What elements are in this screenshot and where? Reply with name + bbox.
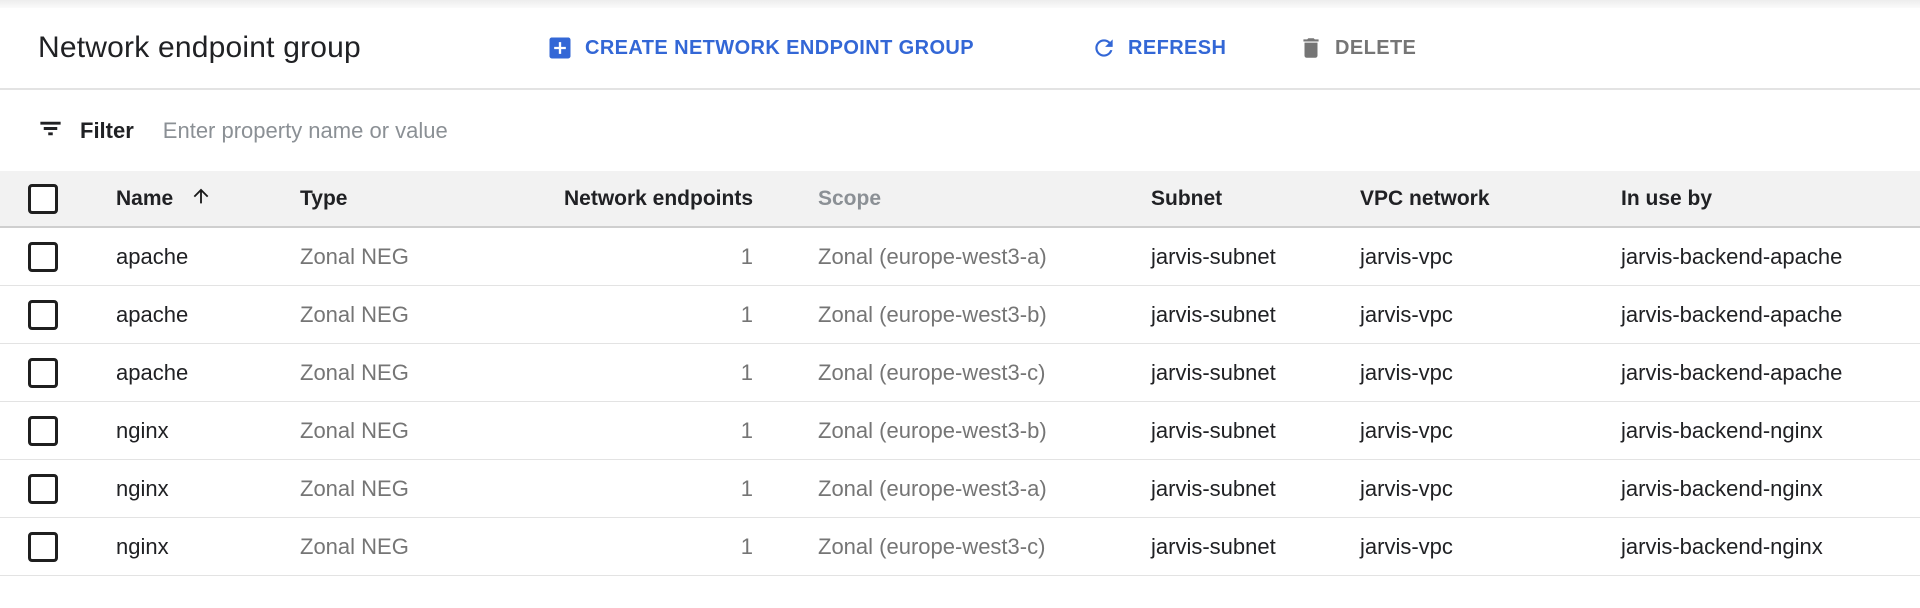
cell-type: Zonal NEG [300,475,409,501]
row-checkbox[interactable] [28,473,58,504]
column-header-in-use-by[interactable]: In use by [1621,186,1713,210]
cell-network-endpoints: 1 [740,301,753,327]
select-all-checkbox[interactable] [28,183,58,214]
table-row: nginx Zonal NEG 1 Zonal (europe-west3-b)… [0,402,1920,460]
arrow-up-icon [190,185,212,213]
cell-name: apache [116,243,189,269]
cell-network-endpoints: 1 [740,475,753,501]
row-checkbox-cell [0,531,116,562]
cell-vpc-network: jarvis-vpc [1360,533,1453,559]
header-checkbox-cell [0,183,116,214]
cell-type: Zonal NEG [300,533,409,559]
table-row: nginx Zonal NEG 1 Zonal (europe-west3-a)… [0,460,1920,518]
row-checkbox[interactable] [28,415,58,446]
create-button-label: CREATE NETWORK ENDPOINT GROUP [585,36,975,59]
column-header-name-label: Name [116,186,174,210]
cell-type: Zonal NEG [300,301,409,327]
row-checkbox-cell [0,473,116,504]
row-checkbox-cell [0,415,116,446]
table-row: apache Zonal NEG 1 Zonal (europe-west3-a… [0,228,1920,286]
row-checkbox[interactable] [28,299,58,330]
cell-name: apache [116,301,189,327]
cell-type: Zonal NEG [300,417,409,443]
table-header-row: Name Type Network endpoints Scope Subnet… [0,171,1920,228]
cell-in-use-by: jarvis-backend-apache [1621,301,1843,327]
cell-vpc-network: jarvis-vpc [1360,243,1453,269]
cell-in-use-by: jarvis-backend-apache [1621,243,1843,269]
cell-in-use-by: jarvis-backend-nginx [1621,475,1823,501]
column-header-subnet[interactable]: Subnet [1151,186,1223,210]
cell-network-endpoints: 1 [740,417,753,443]
cell-network-endpoints: 1 [740,243,753,269]
filter-label: Filter [80,117,134,143]
cell-subnet: jarvis-subnet [1151,301,1276,327]
cell-subnet: jarvis-subnet [1151,359,1276,385]
add-box-icon [546,34,574,62]
cell-type: Zonal NEG [300,359,409,385]
delete-button-label: DELETE [1335,36,1417,59]
filter-bar: Filter [0,90,1920,171]
cell-scope: Zonal (europe-west3-a) [818,243,1047,269]
refresh-button-label: REFRESH [1128,36,1227,59]
column-header-scope: Scope [818,186,882,210]
filter-list-icon [37,115,64,147]
page-title: Network endpoint group [38,31,361,64]
action-bar: Network endpoint group CREATE NETWORK EN… [0,8,1920,90]
cell-vpc-network: jarvis-vpc [1360,475,1453,501]
column-header-vpc-network[interactable]: VPC network [1360,186,1490,210]
cell-type: Zonal NEG [300,243,409,269]
cell-name: nginx [116,475,169,501]
row-checkbox-cell [0,241,116,272]
cell-in-use-by: jarvis-backend-nginx [1621,417,1823,443]
delete-button[interactable]: DELETE [1298,8,1416,88]
cell-in-use-by: jarvis-backend-nginx [1621,533,1823,559]
column-header-network-endpoints[interactable]: Network endpoints [563,186,753,210]
cell-scope: Zonal (europe-west3-a) [818,475,1047,501]
row-checkbox[interactable] [28,531,58,562]
cell-in-use-by: jarvis-backend-apache [1621,359,1843,385]
cell-scope: Zonal (europe-west3-b) [818,301,1047,327]
cell-vpc-network: jarvis-vpc [1360,301,1453,327]
cell-name: nginx [116,417,169,443]
create-network-endpoint-group-button[interactable]: CREATE NETWORK ENDPOINT GROUP [546,8,974,88]
cell-name: nginx [116,533,169,559]
cell-subnet: jarvis-subnet [1151,475,1276,501]
cell-subnet: jarvis-subnet [1151,417,1276,443]
cell-vpc-network: jarvis-vpc [1360,359,1453,385]
neg-table: Name Type Network endpoints Scope Subnet… [0,171,1920,576]
cell-subnet: jarvis-subnet [1151,243,1276,269]
column-header-type[interactable]: Type [300,186,348,210]
filter-input[interactable] [160,116,1880,145]
column-header-name[interactable]: Name [116,185,300,213]
cell-scope: Zonal (europe-west3-c) [818,359,1046,385]
refresh-icon [1091,35,1117,61]
row-checkbox[interactable] [28,357,58,388]
table-row: apache Zonal NEG 1 Zonal (europe-west3-b… [0,286,1920,344]
row-checkbox[interactable] [28,241,58,272]
table-row: apache Zonal NEG 1 Zonal (europe-west3-c… [0,344,1920,402]
cell-vpc-network: jarvis-vpc [1360,417,1453,443]
row-checkbox-cell [0,357,116,388]
cell-scope: Zonal (europe-west3-c) [818,533,1046,559]
cell-scope: Zonal (europe-west3-b) [818,417,1047,443]
refresh-button[interactable]: REFRESH [1091,8,1226,88]
table-row: nginx Zonal NEG 1 Zonal (europe-west3-c)… [0,518,1920,576]
trash-icon [1298,35,1324,61]
top-shadow-strip [0,0,1920,8]
row-checkbox-cell [0,299,116,330]
cell-network-endpoints: 1 [740,533,753,559]
cell-name: apache [116,359,189,385]
cell-network-endpoints: 1 [740,359,753,385]
cell-subnet: jarvis-subnet [1151,533,1276,559]
